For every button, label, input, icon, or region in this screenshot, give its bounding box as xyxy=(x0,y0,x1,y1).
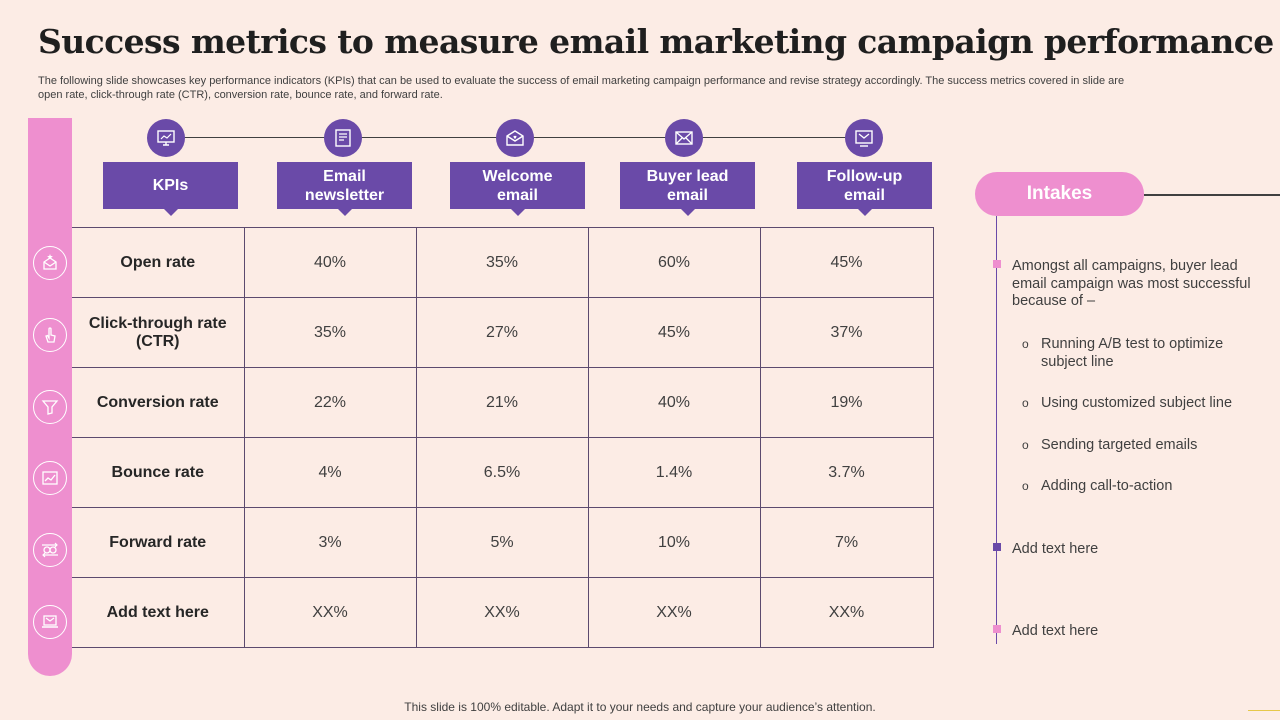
table-cell: 35% xyxy=(415,227,589,298)
intakes-extra-text: Add text here xyxy=(1012,623,1099,639)
table-cell: 6.5% xyxy=(415,437,589,508)
table-row: Forward rate 3% 5% 10% 7% xyxy=(72,507,934,578)
table-cell: 1.4% xyxy=(587,437,761,508)
table-cell: 35% xyxy=(243,297,417,368)
table-row: Click-through rate (CTR) 35% 27% 45% 37% xyxy=(72,297,934,368)
bounce-chart-icon xyxy=(33,461,67,495)
kpi-label: Bounce rate xyxy=(72,437,245,508)
intakes-connector-line xyxy=(1144,194,1280,196)
list-item: o Adding call-to-action xyxy=(1022,478,1173,494)
kpi-label: Conversion rate xyxy=(72,367,245,438)
corner-accent xyxy=(1248,710,1280,711)
table-cell: 60% xyxy=(587,227,761,298)
envelope-icon xyxy=(665,119,703,157)
column-header-buyer-lead-email: Buyer lead email xyxy=(620,162,755,216)
click-hand-icon xyxy=(33,318,67,352)
table-cell: XX% xyxy=(243,577,417,648)
kpi-label: Open rate xyxy=(72,227,245,298)
table-cell: 10% xyxy=(587,507,761,578)
email-screen-icon xyxy=(845,119,883,157)
column-header-welcome-email: Welcome email xyxy=(450,162,585,216)
table-cell: 3.7% xyxy=(759,437,934,508)
column-header-email-newsletter: Email newsletter xyxy=(277,162,412,216)
table-cell: XX% xyxy=(415,577,589,648)
transfer-money-icon xyxy=(33,533,67,567)
table-row: Open rate 40% 35% 60% 45% xyxy=(72,227,934,298)
welcome-email-icon xyxy=(496,119,534,157)
star-envelope-icon xyxy=(33,246,67,280)
intakes-main-text: Amongst all campaigns, buyer lead email … xyxy=(1012,258,1251,309)
table-cell: 3% xyxy=(243,507,417,578)
table-row: Bounce rate 4% 6.5% 1.4% 3.7% xyxy=(72,437,934,508)
kpi-table: Open rate 40% 35% 60% 45% Click-through … xyxy=(72,227,934,648)
list-item: o Using customized subject line xyxy=(1022,395,1233,411)
bullet-marker xyxy=(993,625,1001,633)
laptop-mail-icon xyxy=(33,605,67,639)
kpi-label: Add text here xyxy=(72,577,245,648)
list-item: o Running A/B test to optimize subject li… xyxy=(1022,336,1224,370)
kpi-label: Forward rate xyxy=(72,507,245,578)
kpi-label: Click-through rate (CTR) xyxy=(72,297,245,368)
table-row: Add text here XX% XX% XX% XX% xyxy=(72,577,934,648)
table-cell: 37% xyxy=(759,297,934,368)
table-cell: 19% xyxy=(759,367,934,438)
table-cell: 4% xyxy=(243,437,417,508)
column-header-follow-up-email: Follow-up email xyxy=(797,162,932,216)
bullet-marker xyxy=(993,260,1001,268)
table-cell: 5% xyxy=(415,507,589,578)
intakes-timeline xyxy=(996,216,997,644)
table-cell: 40% xyxy=(243,227,417,298)
table-cell: 45% xyxy=(587,297,761,368)
funnel-icon xyxy=(33,390,67,424)
table-cell: 40% xyxy=(587,367,761,438)
table-row: Conversion rate 22% 21% 40% 19% xyxy=(72,367,934,438)
slide-subtitle: The following slide showcases key perfor… xyxy=(38,75,1125,101)
kpi-monitor-icon xyxy=(147,119,185,157)
intakes-heading: Intakes xyxy=(975,172,1144,216)
table-cell: XX% xyxy=(587,577,761,648)
table-cell: 22% xyxy=(243,367,417,438)
table-cell: 7% xyxy=(759,507,934,578)
table-cell: 21% xyxy=(415,367,589,438)
intakes-extra-text: Add text here xyxy=(1012,541,1099,557)
table-cell: 27% xyxy=(415,297,589,368)
list-item: o Sending targeted emails xyxy=(1022,437,1198,453)
footer-note: This slide is 100% editable. Adapt it to… xyxy=(404,700,876,714)
newsletter-icon xyxy=(324,119,362,157)
table-cell: 45% xyxy=(759,227,934,298)
column-header-kpis: KPIs xyxy=(103,162,238,216)
bullet-marker xyxy=(993,543,1001,551)
slide-title: Success metrics to measure email marketi… xyxy=(38,22,1274,61)
table-cell: XX% xyxy=(759,577,934,648)
